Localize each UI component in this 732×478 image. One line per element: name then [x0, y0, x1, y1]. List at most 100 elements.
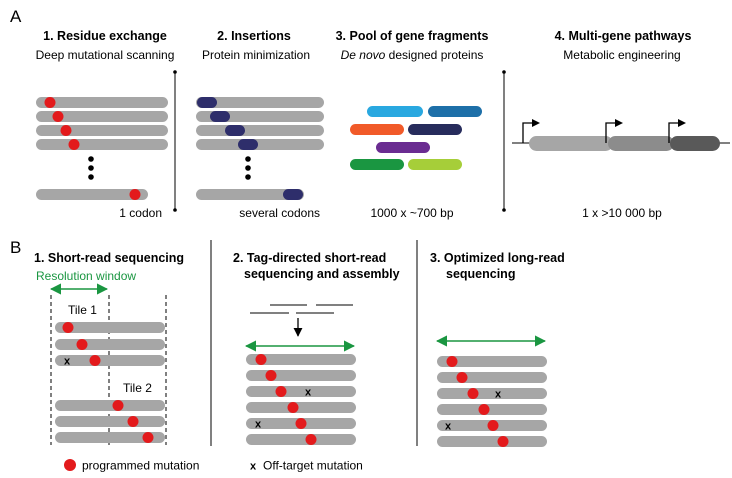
programmed-mutation-dot — [446, 356, 458, 367]
section-subtitle: Metabolic engineering — [563, 48, 680, 62]
off-target-mark: x — [445, 421, 452, 433]
gene-block — [529, 136, 613, 151]
section-footer: several codons — [239, 206, 320, 220]
read-bar — [55, 339, 165, 350]
off-target-mark: x — [64, 356, 71, 368]
section-title: 2. Insertions — [217, 29, 291, 43]
ellipsis-dot — [88, 156, 94, 162]
promoter-arrow — [605, 122, 615, 143]
programmed-mutation-dot — [52, 111, 64, 122]
read-bar — [246, 370, 356, 381]
promoter-arrow — [522, 122, 532, 143]
read-bar — [36, 139, 168, 150]
section-footer: 1 x >10 000 bp — [582, 206, 662, 220]
legend-off-target-symbol: x — [250, 461, 257, 473]
read-bar — [246, 402, 356, 413]
promoter-arrow — [668, 122, 678, 143]
programmed-mutation-dot — [487, 420, 499, 431]
panel-b-label: B — [10, 238, 21, 257]
programmed-mutation-dot — [68, 139, 80, 150]
read-bar — [36, 189, 148, 200]
programmed-mutation-dot — [287, 402, 299, 413]
panel-a-label: A — [10, 7, 22, 26]
read-bar — [437, 436, 547, 447]
read-bar — [196, 189, 304, 200]
read-bar — [196, 125, 324, 136]
section-title-line: 2. Tag-directed short-read — [233, 251, 386, 265]
insertion-block — [197, 97, 217, 108]
gene-fragment — [376, 142, 430, 153]
read-bar — [55, 322, 165, 333]
gene-fragment — [350, 124, 404, 135]
section-tag-directed-sequencing: 2. Tag-directed short-read sequencing an… — [233, 251, 400, 445]
legend-off-target-label: Off-target mutation — [263, 459, 363, 473]
insertion-block — [225, 125, 245, 136]
programmed-mutation-dot — [265, 370, 277, 381]
programmed-mutation-dot — [275, 386, 287, 397]
gene-fragment — [367, 106, 423, 117]
promoter-arrow-head — [532, 119, 540, 127]
programmed-mutation-dot — [478, 404, 490, 415]
section-footer: 1000 x ~700 bp — [370, 206, 453, 220]
section-short-read-sequencing: 1. Short-read sequencing Resolution wind… — [34, 251, 184, 445]
programmed-mutation-dot — [129, 189, 141, 200]
tile-label: Tile 1 — [68, 303, 97, 317]
legend: programmed mutation x Off-target mutatio… — [64, 459, 363, 473]
off-target-mark: x — [305, 387, 312, 399]
section-title: 3. Pool of gene fragments — [336, 29, 489, 43]
section-gene-fragments: 3. Pool of gene fragments De novo design… — [336, 29, 489, 220]
ellipsis-dot — [245, 156, 251, 162]
read-bar — [437, 372, 547, 383]
promoter-arrow-head — [615, 119, 623, 127]
read-bar — [36, 111, 168, 122]
read-bar — [55, 432, 165, 443]
read-bar — [246, 434, 356, 445]
read-bar — [55, 416, 165, 427]
read-bar — [437, 388, 547, 399]
divider-end — [173, 208, 177, 212]
gene-block — [670, 136, 720, 151]
gene-fragment — [408, 124, 462, 135]
subtitle-rest: designed proteins — [385, 48, 483, 62]
programmed-mutation-dot — [62, 322, 74, 333]
section-subtitle: Deep mutational scanning — [36, 48, 175, 62]
read-bar — [196, 139, 324, 150]
section-subtitle: De novo designed proteins — [341, 48, 484, 62]
section-long-read-sequencing: 3. Optimized long-read sequencing x x — [430, 251, 565, 447]
read-bar — [55, 355, 165, 366]
programmed-mutation-dot — [89, 355, 101, 366]
programmed-mutation-dot — [127, 416, 139, 427]
ellipsis-dot — [88, 174, 94, 180]
divider-end — [502, 208, 506, 212]
gene-block — [608, 136, 674, 151]
section-residue-exchange: 1. Residue exchange Deep mutational scan… — [36, 29, 175, 220]
read-bar — [36, 97, 168, 108]
section-subtitle: Protein minimization — [202, 48, 310, 62]
off-target-mark: x — [255, 419, 262, 431]
section-multi-gene-pathways: 4. Multi-gene pathways Metabolic enginee… — [512, 29, 730, 220]
section-title: 4. Multi-gene pathways — [555, 29, 692, 43]
section-footer: 1 codon — [119, 206, 162, 220]
section-insertions: 2. Insertions Protein minimization sever… — [196, 29, 324, 220]
read-bar — [437, 356, 547, 367]
read-bar — [36, 125, 168, 136]
section-title: 1. Short-read sequencing — [34, 251, 184, 265]
insertion-block — [283, 189, 303, 200]
gene-fragment — [428, 106, 482, 117]
programmed-mutation-dot — [60, 125, 72, 136]
legend-programmed-mutation-swatch — [64, 459, 76, 471]
insertion-block — [238, 139, 258, 150]
resolution-window-label: Resolution window — [36, 269, 136, 283]
programmed-mutation-dot — [112, 400, 124, 411]
off-target-mark: x — [495, 389, 502, 401]
programmed-mutation-dot — [497, 436, 509, 447]
programmed-mutation-dot — [44, 97, 56, 108]
programmed-mutation-dot — [305, 434, 317, 445]
programmed-mutation-dot — [142, 432, 154, 443]
programmed-mutation-dot — [295, 418, 307, 429]
read-bar — [246, 354, 356, 365]
gene-fragment — [408, 159, 462, 170]
divider-end — [502, 70, 506, 74]
programmed-mutation-dot — [467, 388, 479, 399]
